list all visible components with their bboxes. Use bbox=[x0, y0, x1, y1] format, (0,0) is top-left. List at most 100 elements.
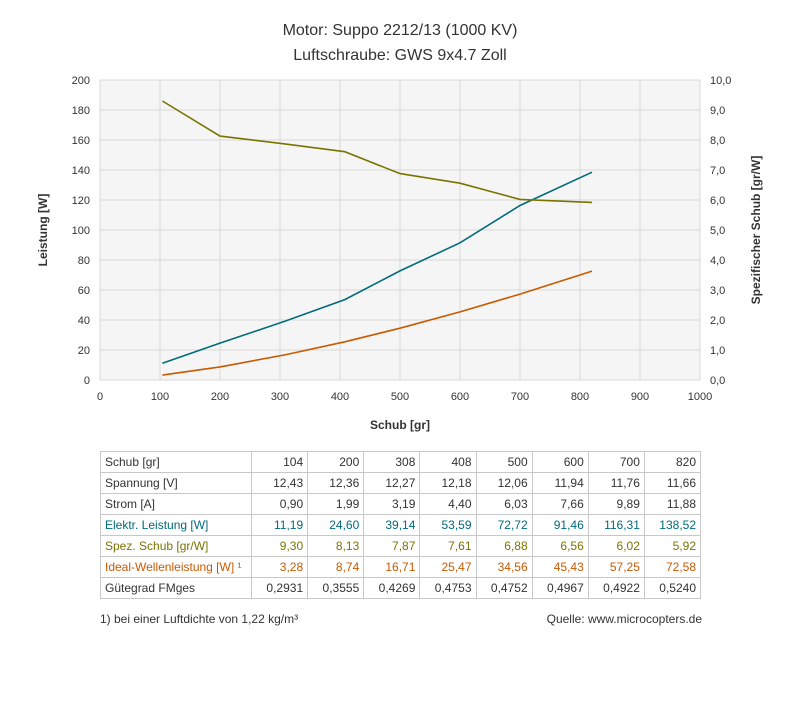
table-cell: 3,19 bbox=[363, 493, 421, 515]
x-tick-label: 800 bbox=[571, 391, 589, 403]
table-cell: 6,02 bbox=[587, 535, 645, 557]
table-row: Spez. Schub [gr/W] 9,30 8,13 7,87 7,61 6,88 6,… bbox=[100, 535, 702, 557]
row-label: Ideal-Wellenleistung [W] ¹ bbox=[100, 556, 252, 578]
y-tick-label: 60 bbox=[78, 285, 90, 297]
table-cell: 0,4753 bbox=[419, 577, 477, 599]
table-cell: 700 bbox=[587, 451, 645, 473]
y-tick-label: 200 bbox=[72, 75, 90, 87]
y2-tick-label: 8,0 bbox=[710, 135, 725, 147]
table-cell: 5,92 bbox=[643, 535, 702, 557]
table-cell: 0,5240 bbox=[643, 577, 702, 599]
table-cell: 9,30 bbox=[250, 535, 309, 557]
row-label: Gütegrad FMges bbox=[100, 577, 252, 599]
table-cell: 308 bbox=[363, 451, 421, 473]
table-cell: 12,43 bbox=[250, 472, 309, 494]
table-cell: 25,47 bbox=[419, 556, 477, 578]
table-cell: 6,03 bbox=[475, 493, 533, 515]
table-cell: 408 bbox=[419, 451, 477, 473]
table-row: Gütegrad FMges 0,2931 0,3555 0,4269 0,4753 0,… bbox=[100, 577, 702, 599]
chart-title: Motor: Suppo 2212/13 (1000 KV) bbox=[283, 22, 518, 39]
table-cell: 53,59 bbox=[419, 514, 477, 536]
y2-axis-label: Spezifischer Schub [gr/W] bbox=[749, 156, 763, 305]
table-cell: 34,56 bbox=[475, 556, 533, 578]
row-label: Schub [gr] bbox=[100, 451, 252, 473]
series-lines bbox=[161, 100, 593, 376]
table-cell: 500 bbox=[475, 451, 533, 473]
table-row: Strom [A] 0,90 1,99 3,19 4,40 6,03 7,66 9,89 11,… bbox=[100, 493, 702, 515]
x-axis-label: Schub [gr] bbox=[370, 418, 430, 432]
table-cell: 0,4269 bbox=[363, 577, 421, 599]
row-label: Spannung [V] bbox=[100, 472, 252, 494]
table-cell: 91,46 bbox=[531, 514, 589, 536]
table-cell: 7,66 bbox=[531, 493, 589, 515]
y-tick-label: 0 bbox=[84, 375, 90, 387]
table-cell: 7,87 bbox=[363, 535, 421, 557]
table-cell: 11,76 bbox=[587, 472, 645, 494]
table-cell: 72,72 bbox=[475, 514, 533, 536]
table-cell: 12,36 bbox=[307, 472, 365, 494]
table-cell: 4,40 bbox=[419, 493, 477, 515]
series-line-1 bbox=[162, 171, 593, 364]
table-cell: 8,13 bbox=[307, 535, 365, 557]
row-label: Strom [A] bbox=[100, 493, 252, 515]
table-cell: 0,4752 bbox=[475, 577, 533, 599]
x-tick-label: 200 bbox=[211, 391, 229, 403]
table-cell: 820 bbox=[643, 451, 702, 473]
x-tick-label: 900 bbox=[631, 391, 649, 403]
table-cell: 138,52 bbox=[643, 514, 702, 536]
table-row: Ideal-Wellenleistung [W] ¹ 3,28 8,74 16,71 2… bbox=[100, 556, 702, 578]
table-cell: 11,66 bbox=[643, 472, 702, 494]
x-tick-label: 700 bbox=[511, 391, 529, 403]
x-tick-label: 300 bbox=[271, 391, 289, 403]
y2-tick-label: 9,0 bbox=[710, 105, 725, 117]
table-cell: 116,31 bbox=[587, 514, 645, 536]
y2-tick-label: 0,0 bbox=[710, 375, 725, 387]
table-cell: 6,88 bbox=[475, 535, 533, 557]
table-cell: 6,56 bbox=[531, 535, 589, 557]
y2-tick-label: 2,0 bbox=[710, 315, 725, 327]
table-cell: 9,89 bbox=[587, 493, 645, 515]
table-cell: 57,25 bbox=[587, 556, 645, 578]
table-cell: 8,74 bbox=[307, 556, 365, 578]
x-tick-label: 100 bbox=[151, 391, 169, 403]
y2-tick-label: 7,0 bbox=[710, 165, 725, 177]
table-cell: 0,90 bbox=[250, 493, 309, 515]
table-cell: 12,18 bbox=[419, 472, 477, 494]
y-tick-label: 160 bbox=[72, 135, 90, 147]
footnote: 1) bei einer Luftdichte von 1,22 kg/m³ bbox=[100, 612, 299, 626]
table-cell: 24,60 bbox=[307, 514, 365, 536]
table-row: Schub [gr] 104 200 308 408 500 600 700 820 bbox=[100, 451, 702, 473]
table-cell: 0,4967 bbox=[531, 577, 589, 599]
grid-lines bbox=[99, 79, 701, 381]
table-cell: 7,61 bbox=[419, 535, 477, 557]
y-tick-label: 20 bbox=[78, 345, 90, 357]
x-tick-label: 400 bbox=[331, 391, 349, 403]
table-cell: 3,28 bbox=[250, 556, 309, 578]
table-cell: 1,99 bbox=[307, 493, 365, 515]
chart-subtitle: Luftschraube: GWS 9x4.7 Zoll bbox=[293, 47, 506, 64]
y-axis-label: Leistung [W] bbox=[36, 194, 50, 267]
table-cell: 0,4922 bbox=[587, 577, 645, 599]
x-tick-label: 0 bbox=[97, 391, 103, 403]
table-cell: 45,43 bbox=[531, 556, 589, 578]
table-cell: 11,94 bbox=[531, 472, 589, 494]
table-cell: 104 bbox=[250, 451, 309, 473]
x-tick-label: 1000 bbox=[688, 391, 712, 403]
y2-tick-label: 6,0 bbox=[710, 195, 725, 207]
table-cell: 200 bbox=[307, 451, 365, 473]
table-cell: 0,2931 bbox=[250, 577, 309, 599]
y-tick-label: 120 bbox=[72, 195, 90, 207]
y2-axis-ticks: 0,0 1,0 2,0 3,0 4,0 5,0 6,0 7,0 8,0 9,0 10,0 bbox=[710, 75, 731, 387]
source-credit: Quelle: www.microcopters.de bbox=[546, 612, 702, 626]
row-label: Spez. Schub [gr/W] bbox=[100, 535, 252, 557]
table-cell: 72,58 bbox=[643, 556, 702, 578]
table-cell: 16,71 bbox=[363, 556, 421, 578]
table-row: Elektr. Leistung [W] 11,19 24,60 39,14 53,59… bbox=[100, 514, 702, 536]
table-cell: 39,14 bbox=[363, 514, 421, 536]
y2-tick-label: 3,0 bbox=[710, 285, 725, 297]
chart: Motor: Suppo 2212/13 (1000 KV) Luftschra… bbox=[36, 22, 763, 432]
table-row: Spannung [V] 12,43 12,36 12,27 12,18 12,06 11,… bbox=[100, 472, 702, 494]
y-tick-label: 40 bbox=[78, 315, 90, 327]
table-cell: 0,3555 bbox=[307, 577, 365, 599]
table-cell: 11,19 bbox=[250, 514, 309, 536]
